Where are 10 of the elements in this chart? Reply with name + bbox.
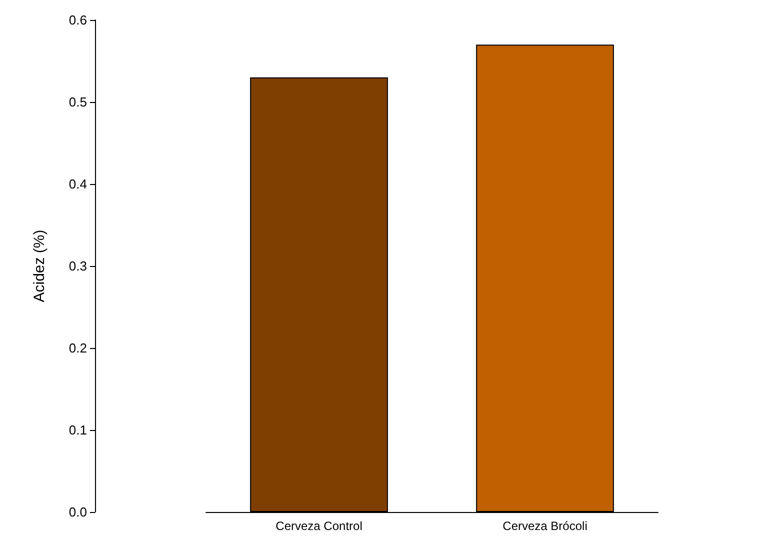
y-tick-label: 0.1 — [68, 422, 87, 438]
x-tick-label: Cerveza Brócoli — [502, 519, 588, 533]
y-tick-label: 0.3 — [68, 258, 87, 274]
x-tick-label: Cerveza Control — [276, 519, 362, 533]
y-tick-label: 0.5 — [68, 94, 87, 110]
y-tick-label: 0.2 — [68, 340, 87, 356]
y-tick-label: 0.4 — [68, 176, 87, 192]
y-tick-label: 0.6 — [68, 12, 87, 28]
y-tick-label: 0.0 — [68, 504, 87, 520]
y-axis-title: Acidez (%) — [31, 230, 48, 302]
